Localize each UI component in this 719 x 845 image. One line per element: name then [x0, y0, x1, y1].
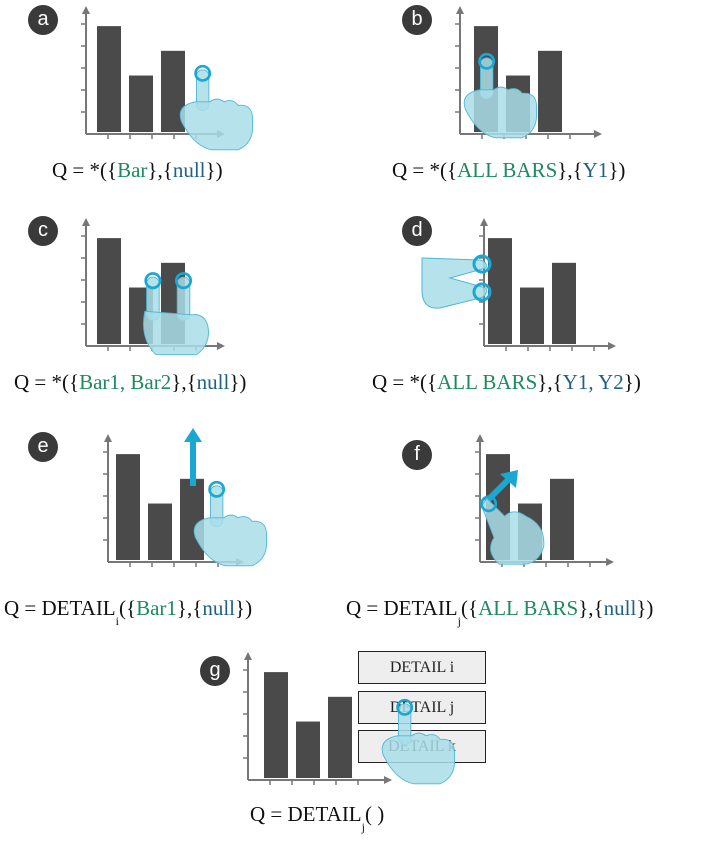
panel-c-label: c	[28, 216, 58, 246]
bar-1	[488, 238, 512, 344]
panel-e-chart	[103, 434, 244, 567]
swipe-up-arrow-icon	[184, 428, 202, 486]
x-axis-arrow	[608, 342, 616, 350]
bar-2	[148, 503, 172, 560]
panel-g-formula: Q = DETAILj( )	[250, 802, 385, 834]
panel-f-formula: Q = DETAILj({ALL BARS},{null})	[346, 596, 654, 628]
two-finger-sideways-hand-icon	[421, 254, 492, 309]
panel-b-label: b	[402, 5, 432, 35]
panel-g-chart	[243, 652, 392, 785]
hand-tap-icon	[178, 64, 254, 152]
y-axis-arrow	[82, 218, 90, 226]
menu-item-detail-i[interactable]: DETAIL i	[358, 651, 486, 684]
hand-swipe-diagonal-icon	[480, 495, 545, 565]
panel-d-formula: Q = *({ALL BARS},{Y1, Y2})	[372, 370, 641, 394]
two-finger-hand-icon	[143, 272, 209, 355]
panel-e-formula: Q = DETAILi({Bar1},{null})	[4, 596, 253, 628]
panel-e-label: e	[28, 432, 58, 462]
menu-item-detail-j[interactable]: DETAIL j	[358, 691, 486, 724]
panel-g-label: g	[200, 656, 230, 686]
x-axis-arrow	[594, 130, 602, 138]
bar-1	[116, 454, 140, 560]
x-axis-arrow	[384, 776, 392, 784]
hand-tap-axis-icon	[462, 52, 538, 140]
hand-select-menu-icon	[380, 698, 456, 786]
y-axis-arrow	[476, 434, 484, 442]
y-axis-arrow	[82, 6, 90, 14]
bar-3	[550, 478, 574, 560]
x-axis-arrow	[217, 342, 225, 350]
bar-2	[296, 721, 320, 778]
panel-a-formula: Q = *({Bar},{null})	[52, 158, 223, 182]
y-axis-arrow	[456, 6, 464, 14]
x-axis-arrow	[606, 558, 614, 566]
bar-2	[129, 75, 153, 132]
panel-d-chart	[479, 218, 616, 351]
bar-1	[264, 672, 288, 778]
bar-3	[328, 696, 352, 778]
y-axis-arrow	[480, 218, 488, 226]
panel-a-label: a	[28, 5, 58, 35]
panel-c-formula: Q = *({Bar1, Bar2},{null})	[14, 370, 247, 394]
bar-3	[180, 478, 204, 560]
panel-d-label: d	[402, 216, 432, 246]
y-axis-arrow	[104, 434, 112, 442]
bar-3	[538, 50, 562, 132]
bar-1	[97, 26, 121, 133]
panel-b-formula: Q = *({ALL BARS},{Y1})	[392, 158, 626, 182]
y-axis-arrow	[244, 652, 252, 660]
panel-f-label: f	[402, 440, 432, 470]
bar-1	[97, 238, 121, 344]
hand-swipe-up-icon	[192, 480, 268, 568]
bar-2	[520, 287, 544, 344]
bar-3	[552, 262, 576, 344]
